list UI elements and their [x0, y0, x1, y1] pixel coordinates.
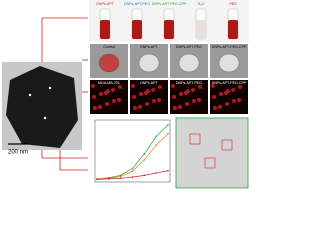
point	[155, 144, 157, 146]
point	[131, 170, 134, 173]
fluo-label: DNPs-APT-PEG	[176, 81, 202, 85]
cell	[218, 53, 240, 73]
cell-signal	[191, 88, 195, 92]
cell-signal	[225, 102, 229, 106]
point	[96, 178, 98, 181]
cell	[178, 53, 200, 73]
fluo-label: DNPs-APT-PEG-CPP	[212, 81, 247, 85]
cell-signal	[192, 99, 196, 103]
cell-signal	[226, 89, 230, 93]
box	[204, 157, 216, 169]
point	[167, 169, 169, 172]
cell-signal	[112, 99, 116, 103]
cell-signal	[218, 105, 222, 109]
vial-label: PBS	[229, 2, 237, 6]
cell-signal	[185, 102, 189, 106]
point	[167, 124, 169, 126]
liquid	[228, 20, 238, 39]
point	[143, 153, 146, 155]
liquid	[132, 20, 142, 39]
cell-signal	[131, 84, 135, 88]
fluo-label: DNPs-APT	[140, 81, 158, 85]
cell-signal	[186, 89, 190, 93]
point	[143, 158, 146, 161]
sem-label: Control	[103, 45, 115, 49]
point	[155, 172, 157, 174]
cell-signal	[231, 88, 235, 92]
cell-signal	[198, 85, 202, 89]
cell-signal	[98, 105, 102, 109]
figure: 200 nm DNPs-APT DNPs-APT-PEG DNPs-APT-PEG-…	[0, 0, 249, 189]
vial-label: H₂O	[198, 2, 205, 6]
vial-label: DNPs-APT-PEG	[124, 2, 150, 6]
point	[119, 177, 122, 180]
box	[221, 139, 233, 151]
marker	[43, 116, 47, 120]
cell-signal	[139, 92, 143, 96]
point	[167, 132, 169, 135]
box	[189, 133, 201, 145]
vial-label: DNPs-APT-PEG-CPP	[152, 2, 187, 6]
cell	[98, 53, 120, 73]
cell-signal	[172, 95, 176, 99]
cell-signal	[145, 102, 149, 106]
point	[131, 167, 134, 170]
cell-signal	[138, 105, 142, 109]
cell-signal	[111, 88, 115, 92]
cell-signal	[93, 106, 97, 110]
cell-signal	[118, 85, 122, 89]
cell-signal	[117, 98, 121, 102]
cell-signal	[157, 98, 161, 102]
cell-signal	[146, 89, 150, 93]
cell-signal	[213, 106, 217, 110]
cell-signal	[173, 106, 177, 110]
cell-signal	[197, 98, 201, 102]
micrograph	[175, 117, 249, 189]
cell-signal	[92, 95, 96, 99]
cell-signal	[232, 99, 236, 103]
liquid	[196, 20, 206, 39]
sem-label: DNPs-APT	[140, 45, 158, 49]
cell-signal	[105, 102, 109, 106]
sem-label: DNPs-APT-PEG-CPP	[212, 45, 247, 49]
cell-signal	[158, 85, 162, 89]
cell-signal	[212, 95, 216, 99]
cell-signal	[211, 84, 215, 88]
liquid	[100, 20, 110, 39]
scale-label: 200 nm	[8, 150, 28, 156]
cell-signal	[132, 95, 136, 99]
point	[108, 178, 110, 180]
liquid	[164, 20, 174, 39]
marker	[28, 93, 32, 97]
cell-signal	[237, 98, 241, 102]
cell-signal	[91, 84, 95, 88]
point	[131, 176, 134, 178]
fluo-label: MDA-MB-231	[98, 81, 120, 85]
point	[119, 174, 122, 177]
particle	[6, 66, 78, 148]
cell-signal	[179, 92, 183, 96]
cell-signal	[151, 88, 155, 92]
arrows	[41, 17, 88, 171]
cell	[138, 53, 160, 73]
cell-signal	[219, 92, 223, 96]
vial-label: DNPs-APT	[96, 2, 114, 6]
cell-signal	[99, 92, 103, 96]
cell-signal	[178, 105, 182, 109]
point	[155, 135, 157, 138]
point	[119, 175, 122, 178]
cell-signal	[238, 85, 242, 89]
cell-signal	[152, 99, 156, 103]
sem-label: DNPs-APT-PEG	[176, 45, 202, 49]
marker	[48, 86, 52, 90]
point	[143, 174, 146, 177]
cell-signal	[106, 89, 110, 93]
cell-signal	[133, 106, 137, 110]
cell-signal	[171, 84, 175, 88]
